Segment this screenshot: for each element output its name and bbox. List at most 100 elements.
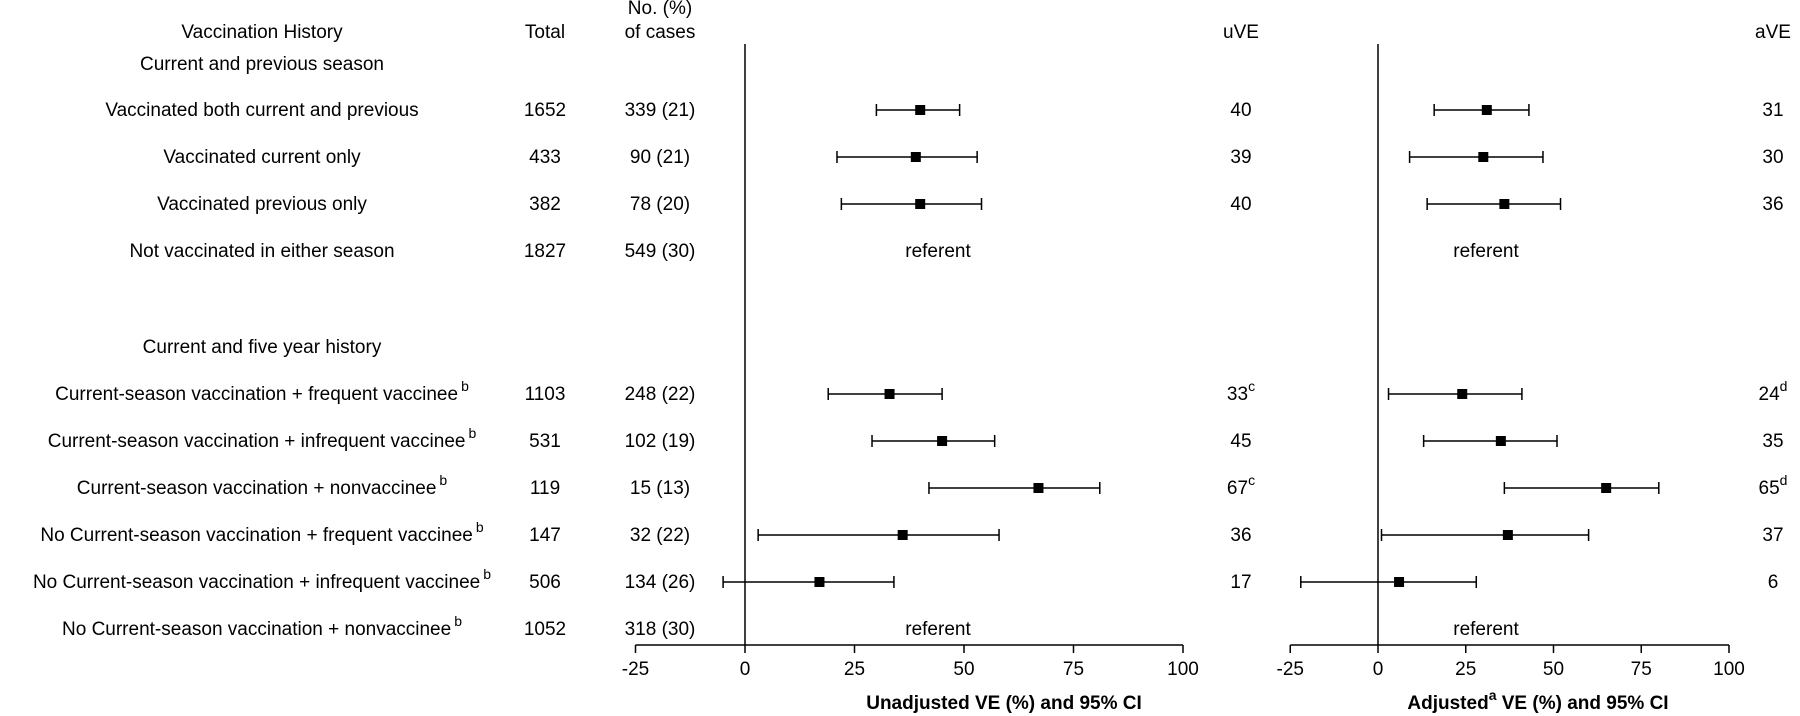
row-label-sup: b — [483, 566, 491, 582]
ve-point-estimate — [937, 436, 948, 446]
row-ave-text: 24 — [1759, 384, 1781, 405]
header-vaccination-history: Vaccination History — [181, 22, 343, 43]
row-label-sup: b — [461, 378, 469, 394]
row-label: Vaccinated current only — [163, 147, 361, 168]
referent-label: referent — [905, 241, 971, 262]
row-ave-sup: d — [1780, 378, 1788, 394]
row-ave-text: 36 — [1762, 194, 1783, 215]
section-title-current-previous: Current and previous season — [140, 54, 384, 75]
ve-point-estimate — [915, 199, 926, 209]
row-uve-value: 40 — [1230, 194, 1251, 215]
row-ave-value: 31 — [1762, 100, 1783, 121]
row-label: Vaccinated both current and previous — [105, 100, 418, 121]
x-axis-title-adjusted: Adjusteda VE (%) and 95% CI — [1407, 687, 1668, 714]
row-label-text: Current-season vaccination + frequent va… — [55, 384, 458, 405]
ve-point-estimate — [1457, 389, 1468, 399]
unadjusted-ve-plot: -25 0 25 50 75 100 referent referent — [622, 44, 1199, 680]
row-cases: 102 (19) — [625, 431, 696, 452]
row-uve-value: 33c — [1227, 378, 1255, 405]
row-ave-text: 37 — [1762, 525, 1783, 546]
ve-point-estimate — [1601, 483, 1612, 493]
row-label-sup: b — [439, 472, 447, 488]
row-label: Current-season vaccination + frequent va… — [55, 378, 469, 405]
row-uve-text: 67 — [1227, 478, 1248, 499]
x-tick-label: 50 — [953, 659, 974, 680]
row-uve-sup: c — [1248, 378, 1255, 394]
row-uve-value: 45 — [1230, 431, 1251, 452]
row-ave-value: 6 — [1768, 572, 1779, 593]
row-cases: 248 (22) — [625, 384, 696, 405]
row-label-text: No Current-season vaccination + frequent… — [40, 525, 473, 546]
row-label: No Current-season vaccination + infreque… — [33, 566, 491, 593]
ve-point-estimate — [897, 530, 908, 540]
referent-label: referent — [1453, 241, 1519, 262]
row-label-text: No Current-season vaccination + infreque… — [33, 572, 480, 593]
row-total: 433 — [529, 147, 561, 168]
row-label-text: Not vaccinated in either season — [129, 241, 394, 262]
row-label-sup: b — [454, 613, 462, 629]
row-label-sup: b — [468, 425, 476, 441]
row-uve-text: 33 — [1227, 384, 1248, 405]
x-axis-title-unadjusted: Unadjusted VE (%) and 95% CI — [866, 693, 1142, 714]
row-total: 506 — [529, 572, 561, 593]
row-cases: 318 (30) — [625, 619, 696, 640]
row-ave-text: 65 — [1759, 478, 1780, 499]
row-label-text: Vaccinated previous only — [157, 194, 367, 215]
row-ave-value: 24d — [1759, 378, 1788, 405]
row-uve-value: 40 — [1230, 100, 1251, 121]
ve-point-estimate — [915, 105, 926, 115]
row-uve-value: 39 — [1230, 147, 1251, 168]
row-total: 531 — [529, 431, 561, 452]
ve-point-estimate — [1495, 436, 1506, 446]
row-ave-value: 37 — [1762, 525, 1783, 546]
row-ave-text: 31 — [1762, 100, 1783, 121]
x-tick-label: 25 — [1455, 659, 1476, 680]
x-tick-label: -25 — [622, 659, 649, 680]
row-label-text: Current-season vaccination + nonvaccinee — [77, 478, 437, 499]
ve-point-estimate — [1481, 105, 1492, 115]
row-total: 1052 — [524, 619, 566, 640]
ve-point-estimate — [910, 152, 921, 162]
ve-point-estimate — [814, 577, 825, 587]
row-cases: 32 (22) — [630, 525, 690, 546]
row-cases: 339 (21) — [625, 100, 696, 121]
x-tick-label: 25 — [844, 659, 865, 680]
ve-point-estimate — [1502, 530, 1513, 540]
row-uve-text: 40 — [1230, 194, 1251, 215]
row-label: Current-season vaccination + nonvaccinee… — [77, 472, 448, 499]
x-tick-label: 75 — [1631, 659, 1652, 680]
row-total: 1103 — [525, 384, 566, 405]
header-cases-line2: of cases — [625, 22, 696, 43]
row-label-sup: b — [476, 519, 484, 535]
row-ave-value: 36 — [1762, 194, 1783, 215]
row-label-text: Vaccinated current only — [163, 147, 361, 168]
header-ave: aVE — [1755, 22, 1791, 43]
referent-label: referent — [905, 619, 971, 640]
row-ave-value: 65d — [1759, 472, 1788, 499]
row-uve-text: 17 — [1230, 572, 1251, 593]
ve-point-estimate — [1499, 199, 1510, 209]
row-cases: 134 (26) — [625, 572, 696, 593]
row-label-text: Current-season vaccination + infrequent … — [48, 431, 466, 452]
row-total: 1652 — [524, 100, 566, 121]
row-uve-text: 36 — [1230, 525, 1251, 546]
x-tick-label: 100 — [1167, 659, 1199, 680]
row-uve-text: 40 — [1230, 100, 1251, 121]
row-uve-text: 39 — [1230, 147, 1251, 168]
x-tick-label: 50 — [1543, 659, 1564, 680]
row-label: Vaccinated previous only — [157, 194, 367, 215]
row-uve-value: 17 — [1230, 572, 1251, 593]
row-ave-text: 6 — [1768, 572, 1779, 593]
row-total: 119 — [530, 478, 560, 499]
x-axis-title-adjusted-rest: VE (%) and 95% CI — [1496, 693, 1668, 714]
header-total: Total — [525, 22, 565, 43]
ve-point-estimate — [1394, 577, 1405, 587]
row-label: Not vaccinated in either season — [129, 241, 394, 262]
row-label: No Current-season vaccination + frequent… — [40, 519, 484, 546]
x-axis-title-adjusted-sup: a — [1489, 687, 1497, 703]
row-label-text: No Current-season vaccination + nonvacci… — [62, 619, 451, 640]
ve-point-estimate — [884, 389, 895, 399]
row-uve-sup: c — [1248, 472, 1255, 488]
row-label: Current-season vaccination + infrequent … — [48, 425, 477, 452]
